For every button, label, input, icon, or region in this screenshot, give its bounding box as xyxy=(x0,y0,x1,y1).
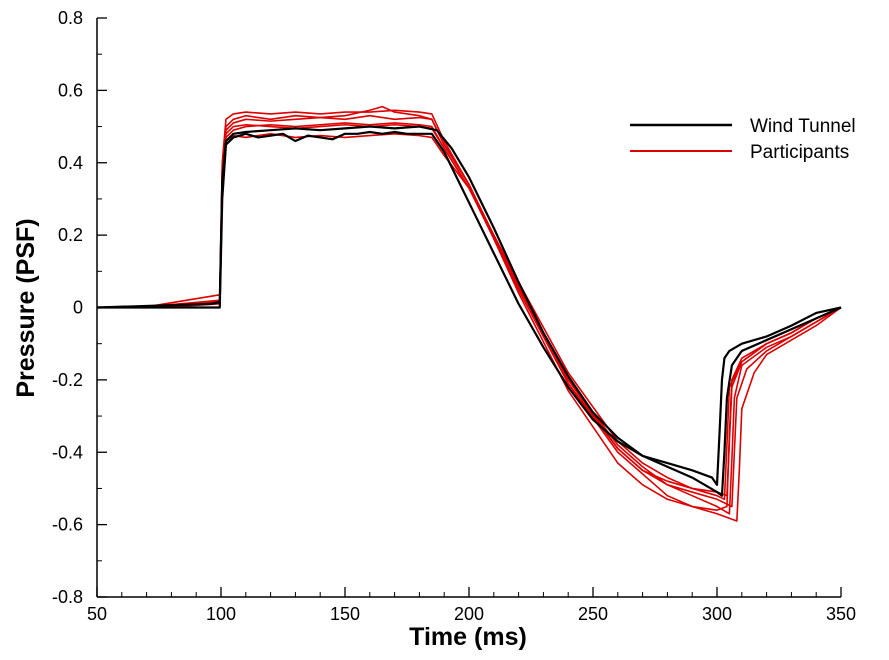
series-line-wind-tunnel-1 xyxy=(96,125,842,497)
x-tick-label: 300 xyxy=(702,604,732,624)
axes-layer: -0.8 -0.6 -0.4 -0.2 0 0.2 0.4 0.6 0.8 50 100 150 200… xyxy=(52,8,856,624)
legend: Wind Tunnel Participants xyxy=(630,116,856,163)
series-line-participant-6 xyxy=(96,105,842,522)
y-tick-label: -0.2 xyxy=(52,370,83,390)
y-tick-label: -0.6 xyxy=(52,515,83,535)
x-tick-label: 50 xyxy=(87,604,107,624)
y-tick-label: -0.4 xyxy=(52,442,83,462)
x-tick-label: 100 xyxy=(206,604,236,624)
legend-label-wind-tunnel: Wind Tunnel xyxy=(750,116,856,137)
x-tick-label: 150 xyxy=(330,604,360,624)
y-tick-label: -0.8 xyxy=(52,587,83,607)
legend-label-participants: Participants xyxy=(750,142,849,163)
x-tick-label: 350 xyxy=(826,604,856,624)
x-tick-label: 250 xyxy=(578,604,608,624)
series-line-participant-7 xyxy=(96,123,842,497)
y-tick-label: 0.4 xyxy=(58,153,83,173)
y-tick-label: 0.6 xyxy=(58,80,83,100)
series-layer xyxy=(96,105,842,522)
x-tick-label: 200 xyxy=(454,604,484,624)
y-tick-label: 0.8 xyxy=(58,8,83,28)
x-axis-title: Time (ms) xyxy=(409,623,527,651)
y-axis-title: Pressure (PSF) xyxy=(12,218,40,397)
y-tick-label: 0 xyxy=(73,298,83,318)
series-line-participant-2 xyxy=(96,109,842,511)
series-line-wind-tunnel-0 xyxy=(97,130,842,486)
y-tick-label: 0.2 xyxy=(58,225,83,245)
